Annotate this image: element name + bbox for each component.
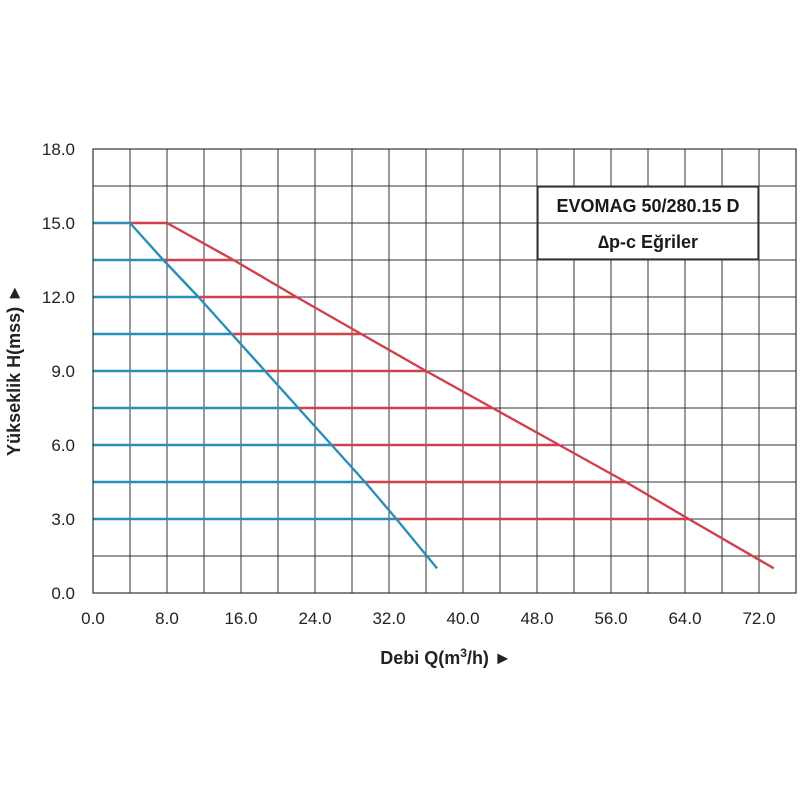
x-tick-label: 64.0 (668, 609, 701, 628)
x-tick-label: 40.0 (446, 609, 479, 628)
y-tick-label: 15.0 (42, 214, 75, 233)
x-axis-title-tail: /h) ► (467, 648, 512, 668)
y-tick-label: 12.0 (42, 288, 75, 307)
legend-subtitle: ∆p-c Eğriler (598, 232, 698, 252)
y-tick-label: 0.0 (51, 584, 75, 603)
plot-frame (92, 148, 797, 594)
legend-title: EVOMAG 50/280.15 D (556, 196, 739, 216)
y-tick-label: 6.0 (51, 436, 75, 455)
y-tick-label: 9.0 (51, 362, 75, 381)
x-axis-title-main: Debi Q(m (380, 648, 460, 668)
x-axis-title-sup: 3 (460, 646, 467, 660)
legend-box: EVOMAG 50/280.15 D ∆p-c Eğriler (537, 186, 759, 260)
x-tick-labels: 0.0 8.0 16.0 24.0 32.0 40.0 48.0 56.0 64.0 72.0 (81, 609, 775, 628)
y-axis-title: Yükseklik H(mss) ► (4, 284, 24, 456)
y-tick-label: 18.0 (42, 140, 75, 159)
x-tick-label: 48.0 (520, 609, 553, 628)
x-tick-label: 8.0 (155, 609, 179, 628)
blue-boundary-curve (129, 222, 439, 570)
x-tick-label: 32.0 (372, 609, 405, 628)
x-axis-title: Debi Q(m3/h) ► (380, 646, 512, 668)
x-tick-label: 16.0 (224, 609, 257, 628)
y-tick-labels: 0.0 3.0 6.0 9.0 12.0 15.0 18.0 (42, 140, 75, 603)
x-tick-label: 24.0 (298, 609, 331, 628)
curves (93, 221, 775, 570)
x-tick-label: 56.0 (594, 609, 627, 628)
red-boundary-curve (166, 221, 775, 570)
x-tick-label: 72.0 (742, 609, 775, 628)
y-tick-label: 3.0 (51, 510, 75, 529)
x-tick-label: 0.0 (81, 609, 105, 628)
